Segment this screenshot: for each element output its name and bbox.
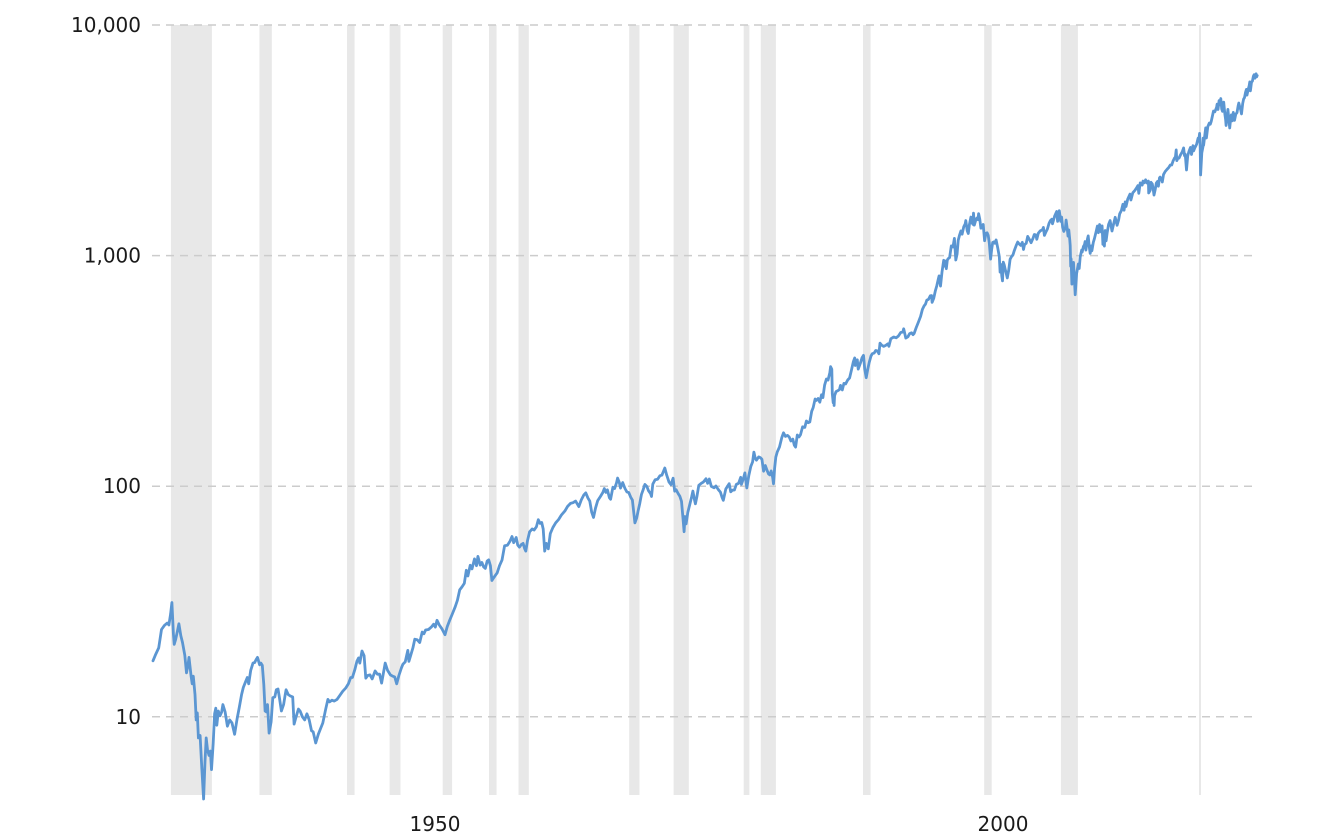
y-axis-tick-label: 10 (116, 705, 141, 729)
recession-band (863, 25, 871, 795)
recession-band (442, 25, 453, 795)
recession-band (389, 25, 401, 795)
recession-band (1199, 25, 1201, 795)
recession-band (629, 25, 640, 795)
y-axis-tick-label: 10,000 (71, 13, 141, 37)
recession-band (760, 25, 776, 795)
recession-band (743, 25, 750, 795)
price-line (151, 72, 1259, 801)
recession-band (1060, 25, 1078, 795)
recession-band (259, 25, 272, 795)
y-axis-tick-label: 100 (103, 474, 141, 498)
recession-band (984, 25, 992, 795)
x-axis-tick-label: 1950 (410, 812, 461, 836)
recession-band (673, 25, 689, 795)
recession-band (347, 25, 355, 795)
recession-band (489, 25, 497, 795)
y-axis-tick-label: 1,000 (84, 244, 141, 268)
x-axis-tick-label: 2000 (978, 812, 1029, 836)
recession-band (518, 25, 529, 795)
